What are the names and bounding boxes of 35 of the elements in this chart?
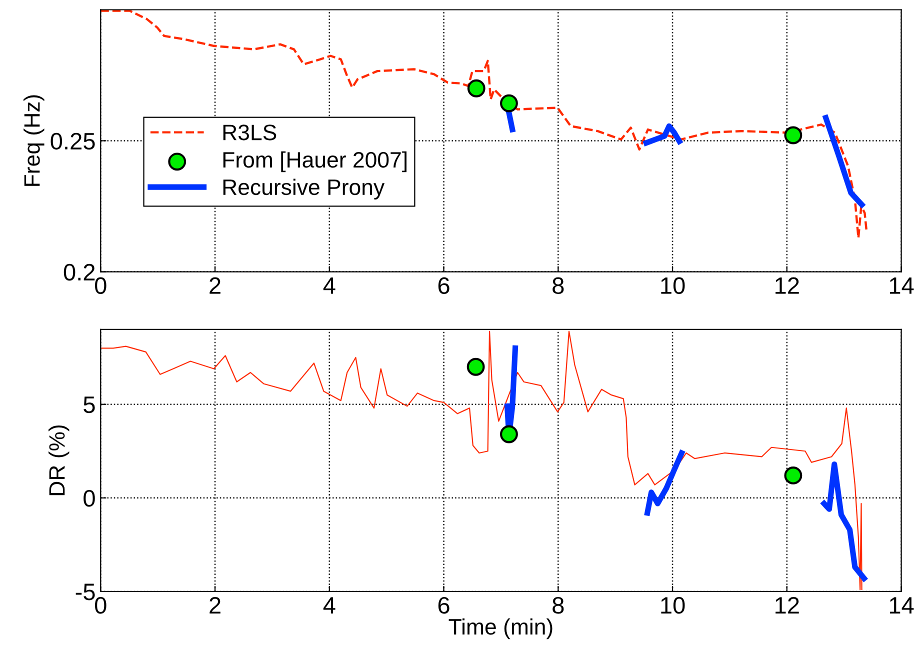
x-axis-title: Time (min) (448, 618, 552, 640)
y-tick-label: -5 (76, 584, 95, 600)
x-tick-label: 14 (890, 597, 914, 614)
point (466, 358, 485, 376)
line-series (100, 330, 862, 590)
x-tick-label: 2 (210, 277, 220, 294)
y-axis-title: Freq (Hz) (24, 95, 44, 186)
x-tick-label: 8 (552, 277, 564, 294)
x-tick-label: 14 (890, 278, 914, 294)
point (784, 126, 802, 144)
y-tick-label: 5 (84, 396, 95, 414)
x-tick-label: 4 (323, 278, 336, 294)
legend-label: From [Hauer 2007] (223, 151, 406, 172)
point (784, 466, 802, 484)
y-tick-label: 0 (84, 490, 95, 507)
y-tick-label: 0.2 (64, 264, 95, 281)
point (467, 79, 486, 98)
x-tick-label: 8 (552, 596, 564, 614)
x-tick-label: 6 (438, 277, 450, 294)
x-tick-label: 12 (776, 277, 799, 294)
x-tick-label: 10 (661, 596, 685, 614)
x-tick-label: 12 (776, 596, 799, 614)
legend-label: Recursive Prony (223, 178, 385, 200)
x-tick-label: 0 (95, 596, 106, 614)
y-axis-title: DR (%) (48, 425, 70, 496)
x-tick-label: 10 (661, 277, 685, 294)
y-tick-label: 0.25 (50, 132, 95, 150)
x-tick-label: 6 (438, 596, 450, 614)
point (500, 425, 518, 444)
x-tick-label: 4 (323, 597, 336, 614)
x-tick-label: 0 (95, 277, 106, 294)
point (500, 94, 518, 112)
legend-label: R3LS (223, 124, 276, 140)
x-tick-label: 2 (210, 596, 220, 614)
line-series (100, 10, 868, 240)
